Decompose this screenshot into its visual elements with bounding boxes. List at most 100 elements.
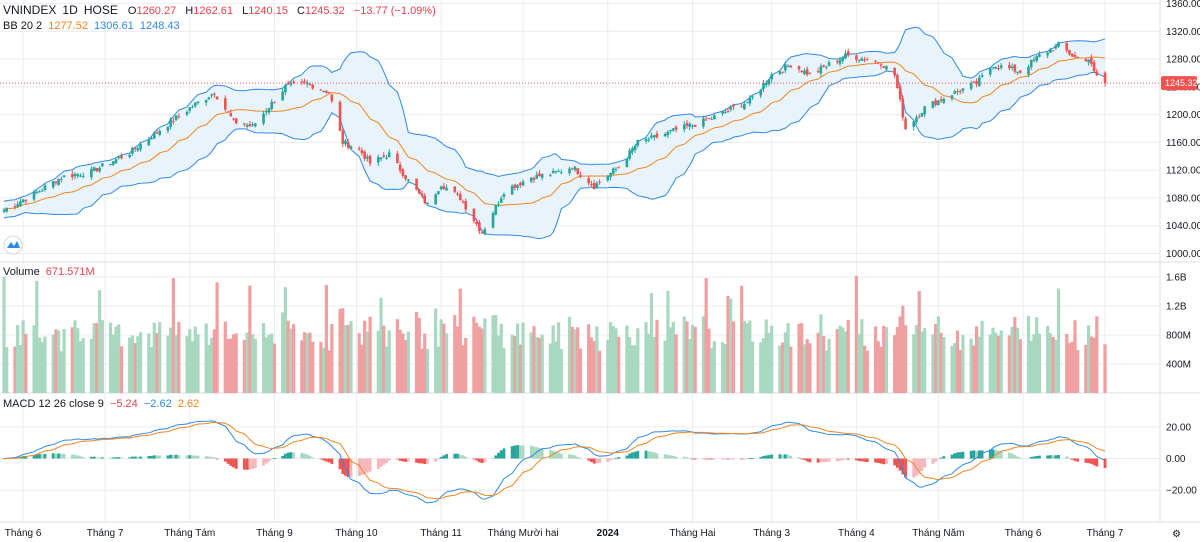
macd-histogram-bar: [70, 454, 74, 459]
candle-body: [803, 70, 806, 75]
macd-histogram-bar: [212, 457, 216, 459]
macd-histogram-bar: [723, 458, 727, 460]
high-value: 1262.61: [193, 5, 233, 17]
macd-histogram-bar: [308, 455, 312, 459]
time-tick-label: Tháng 4: [838, 528, 875, 539]
low-label: L: [242, 5, 249, 17]
candle-body: [13, 206, 17, 208]
candle-body: [1038, 54, 1041, 57]
volume-bar: [453, 315, 457, 393]
macd-label: MACD 12 26 close 9: [3, 398, 104, 410]
volume-bar: [537, 337, 542, 393]
macd-histogram-bar: [781, 454, 785, 459]
interval-label[interactable]: 1D: [62, 3, 78, 17]
volume-bar: [499, 323, 503, 393]
macd-histogram-bar: [152, 455, 156, 459]
volume-bar: [884, 327, 889, 393]
bb-legend[interactable]: BB 20 2 1277.52 1306.61 1248.43: [3, 20, 183, 32]
macd-histogram-bar: [289, 452, 293, 459]
volume-bar: [439, 319, 443, 393]
macd-histogram-bar: [376, 458, 380, 470]
symbol-name[interactable]: VNINDEX: [3, 3, 57, 17]
volume-bar: [21, 320, 25, 393]
volume-bar: [595, 326, 599, 393]
macd-histogram-bar: [598, 458, 601, 464]
volume-bar: [529, 332, 533, 393]
candle-body: [1013, 64, 1017, 72]
candle-body: [827, 62, 831, 66]
candle-body: [92, 167, 96, 171]
macd-histogram-bar: [885, 458, 888, 465]
macd-histogram-bar: [606, 458, 610, 462]
candle-body: [210, 94, 213, 96]
tradingview-logo-icon: [3, 235, 23, 255]
macd-histogram-bar: [1076, 458, 1080, 462]
macd-histogram-bar: [999, 451, 1003, 459]
macd-histogram-bar: [158, 455, 162, 459]
volume-bar: [570, 326, 574, 393]
candle-body: [158, 130, 162, 135]
volume-bar: [1092, 337, 1096, 393]
macd-histogram-bar: [865, 458, 869, 463]
macd-histogram-bar: [824, 458, 828, 463]
macd-histogram-bar: [303, 453, 306, 459]
volume-bar: [977, 336, 981, 393]
macd-histogram-bar: [281, 455, 285, 459]
candle-body: [655, 133, 659, 138]
settings-gear-icon[interactable]: ⚙: [1172, 529, 1181, 540]
macd-histogram-bar: [196, 455, 200, 459]
macd-histogram-bar: [166, 455, 170, 459]
macd-histogram-bar: [346, 458, 350, 478]
candle-body: [647, 139, 651, 141]
volume-bar: [491, 315, 495, 393]
volume-bar: [608, 322, 613, 393]
macd-histogram-bar: [1068, 458, 1071, 459]
candle-body: [1073, 55, 1077, 58]
volume-bar: [283, 287, 287, 393]
volume-bar: [477, 326, 481, 393]
macd-hist-value: −5.24: [109, 398, 138, 410]
candle-body: [521, 181, 525, 186]
volume-bar: [436, 346, 440, 393]
volume-legend[interactable]: Volume 671.571M: [3, 266, 98, 278]
volume-bar: [43, 336, 47, 393]
candle-body: [215, 96, 219, 100]
candle-body: [969, 83, 973, 89]
volume-bar: [764, 319, 768, 393]
volume-bar: [133, 342, 137, 393]
macd-histogram-bar: [762, 455, 765, 459]
macd-histogram-bar: [1018, 457, 1022, 459]
volume-bar: [327, 350, 331, 393]
candle-body: [846, 51, 850, 56]
volume-bar: [417, 317, 421, 393]
volume-bar: [188, 329, 192, 393]
candle-body: [674, 126, 678, 130]
macd-histogram-bar: [691, 458, 694, 460]
macd-histogram-bar: [283, 453, 287, 459]
macd-histogram-bar: [1084, 458, 1088, 463]
macd-histogram-bar: [270, 458, 274, 460]
candle-body: [917, 116, 921, 118]
macd-histogram-bar: [480, 458, 484, 464]
volume-bar: [251, 334, 255, 393]
macd-histogram-bar: [98, 457, 102, 459]
macd-histogram-bar: [516, 445, 520, 459]
candle-body: [111, 161, 115, 165]
macd-legend[interactable]: MACD 12 26 close 9 −5.24 −2.62 2.62: [3, 398, 202, 410]
macd-histogram-bar: [131, 456, 134, 459]
volume-bar: [152, 322, 156, 393]
macd-histogram-bar: [857, 458, 861, 462]
candle-body: [322, 91, 325, 93]
candle-body: [54, 181, 58, 184]
macd-histogram-bar: [420, 458, 424, 464]
volume-bar: [816, 332, 820, 393]
macd-histogram-bar: [898, 458, 902, 471]
volume-bar: [786, 323, 790, 393]
volume-bar: [633, 345, 637, 393]
macd-histogram-bar: [382, 458, 386, 465]
volume-bar: [302, 332, 307, 393]
macd-histogram-bar: [1029, 456, 1033, 459]
volume-bar: [204, 323, 208, 393]
volume-bar: [822, 336, 826, 393]
